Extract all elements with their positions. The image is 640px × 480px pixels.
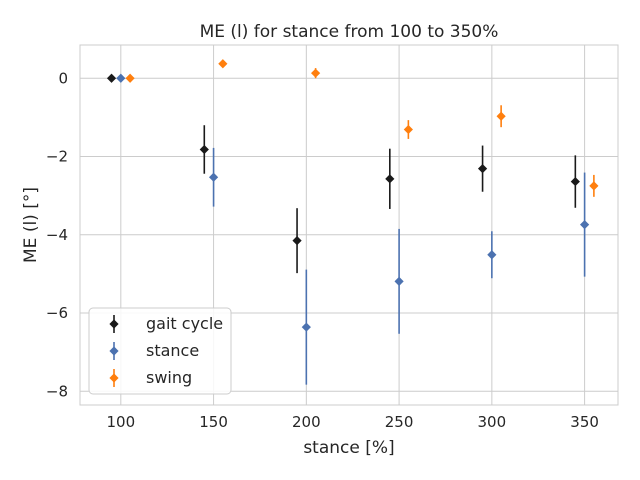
legend-entry: gait cycle [109, 314, 223, 333]
data-point [385, 174, 395, 184]
data-point [301, 322, 311, 332]
x-tick-label: 200 [292, 413, 321, 431]
series-gait-cycle [106, 73, 580, 274]
data-point [496, 111, 506, 121]
legend-marker [109, 346, 119, 356]
data-point [570, 176, 580, 187]
y-axis-label: ME (l) [°] [21, 187, 41, 263]
y-tick-label: −8 [46, 382, 68, 400]
data-point [116, 73, 126, 83]
legend-label: swing [146, 368, 192, 387]
y-tick-label: −2 [46, 148, 68, 166]
plot-area-frame [79, 44, 619, 406]
data-point [403, 124, 413, 135]
x-tick-label: 100 [106, 413, 135, 431]
series-swing [125, 59, 599, 197]
x-tick-label: 350 [570, 413, 599, 431]
chart-title: ME (l) for stance from 100 to 350% [200, 22, 499, 42]
legend-entry: swing [109, 368, 192, 387]
y-tick-labels: 0 −2 −4 −6 −8 [46, 69, 68, 400]
series-stance [116, 73, 590, 385]
data-point [208, 172, 219, 182]
legend-marker [109, 319, 119, 329]
data-point [106, 73, 117, 83]
x-tick-labels: 100 150 200 250 300 350 [106, 413, 598, 431]
y-tick-label: −6 [46, 304, 68, 322]
data-point [311, 68, 321, 78]
legend-entry: stance [109, 341, 199, 360]
data-point [125, 73, 135, 83]
data-point [487, 250, 497, 260]
x-tick-label: 150 [199, 413, 228, 431]
data-series [106, 59, 599, 385]
y-tick-label: 0 [58, 69, 68, 87]
data-point [394, 276, 404, 286]
legend: gait cycle stance swing [88, 307, 232, 395]
data-point [292, 236, 302, 246]
data-point [477, 164, 488, 174]
legend-label: gait cycle [146, 314, 223, 333]
x-axis-label: stance [%] [303, 438, 394, 458]
data-point [580, 220, 590, 230]
data-point [589, 181, 599, 191]
x-tick-label: 250 [385, 413, 414, 431]
data-point [199, 144, 209, 155]
y-tick-label: −4 [46, 226, 68, 244]
legend-label: stance [146, 341, 199, 360]
data-point [218, 59, 228, 69]
legend-box [88, 307, 232, 395]
legend-marker [109, 373, 119, 383]
x-tick-label: 300 [478, 413, 507, 431]
